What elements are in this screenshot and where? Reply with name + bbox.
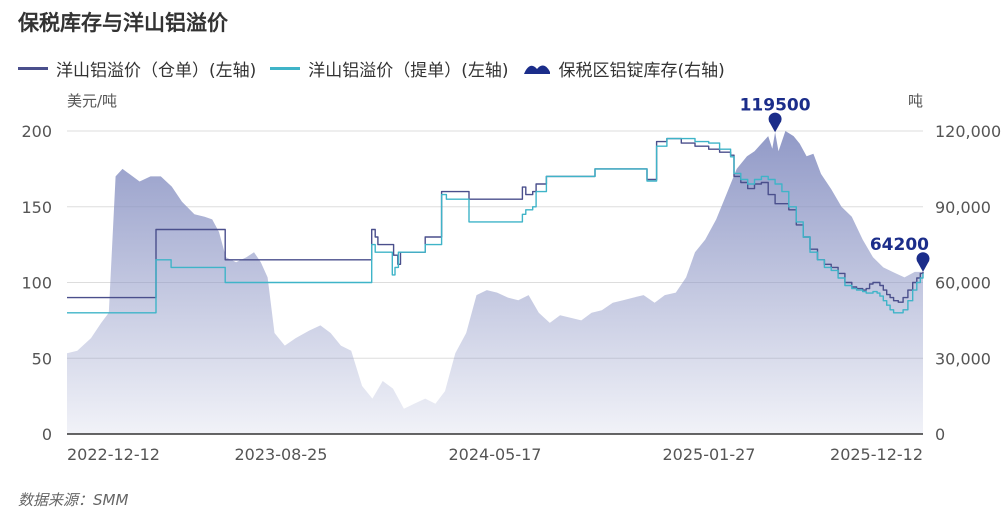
right-axis-unit: 吨: [908, 92, 923, 110]
chart-title: 保税库存与洋山铝溢价: [18, 11, 228, 35]
legend-item-inventory[interactable]: 保税区铝锭库存(右轴): [523, 56, 725, 81]
right-tick-label: 90,000: [935, 198, 991, 217]
legend-label-cangdan: 洋山铝溢价（仓单）(左轴): [56, 60, 257, 81]
left-tick-label: 200: [21, 122, 52, 141]
inventory-area: [67, 131, 923, 434]
annotation-pin: [768, 112, 782, 133]
premium-lines-layer: [67, 137, 924, 314]
legend-swatch-cangdan: [18, 66, 48, 70]
x-tick-label: 2022-12-12: [67, 445, 160, 464]
data-source-note: 数据来源：SMM: [18, 491, 129, 509]
right-tick-label: 60,000: [935, 274, 991, 293]
annotation-pin: [916, 252, 930, 272]
legend-label-inventory: 保税区铝锭库存(右轴): [558, 60, 725, 81]
x-tick-label: 2025-12-12: [830, 445, 923, 464]
left-tick-label: 100: [21, 274, 52, 293]
x-tick-label: 2023-08-25: [235, 445, 328, 464]
right-tick-label: 30,000: [935, 349, 991, 368]
x-tick-label: 2025-01-27: [663, 445, 756, 464]
left-axis-unit: 美元/吨: [67, 92, 117, 110]
legend-area-icon: [523, 65, 550, 74]
right-tick-label: 120,000: [935, 122, 1001, 141]
left-tick-label: 0: [42, 425, 52, 444]
legend-item-cangdan[interactable]: 洋山铝溢价（仓单）(左轴): [18, 56, 256, 81]
left-tick-label: 150: [21, 198, 52, 217]
left-tick-label: 50: [32, 349, 52, 368]
premium-line-cangdan: [67, 137, 924, 303]
axes: 0 0 50 30,000 100 60,000 150 90,000 200 120,000 美元…: [21, 92, 1001, 464]
legend-item-tidan[interactable]: 洋山铝溢价（提单）(左轴): [270, 56, 509, 81]
inventory-area-layer: [67, 131, 923, 434]
legend-label-tidan: 洋山铝溢价（提单）(左轴): [308, 60, 509, 81]
annotation-label: 64200: [870, 235, 929, 255]
x-tick-label: 2024-05-17: [449, 445, 542, 464]
annotations: 119500 64200: [740, 95, 930, 272]
right-tick-label: 0: [935, 425, 945, 444]
chart-legend: 洋山铝溢价（仓单）(左轴) 洋山铝溢价（提单）(左轴) 保税区铝锭库存(右轴): [18, 55, 739, 81]
legend-swatch-tidan: [270, 66, 301, 70]
premium-line-tidan: [67, 137, 924, 314]
annotation-label: 119500: [740, 95, 811, 115]
